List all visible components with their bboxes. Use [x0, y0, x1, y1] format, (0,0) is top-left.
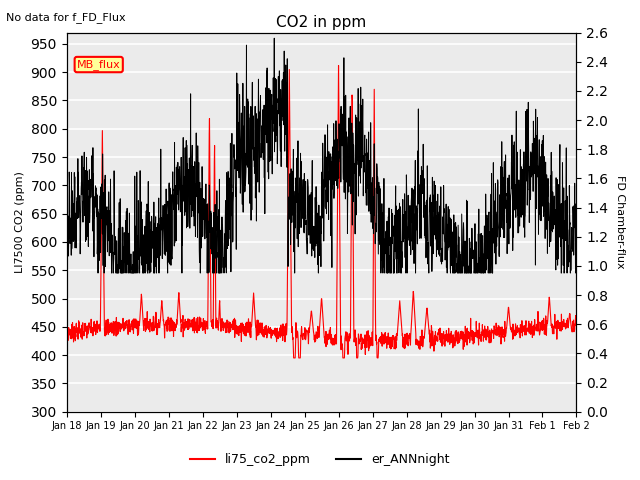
Legend: li75_co2_ppm, er_ANNnight: li75_co2_ppm, er_ANNnight — [186, 448, 454, 471]
Text: No data for f_FD_Flux: No data for f_FD_Flux — [6, 12, 126, 23]
Y-axis label: LI7500 CO2 (ppm): LI7500 CO2 (ppm) — [15, 171, 25, 273]
Title: CO2 in ppm: CO2 in ppm — [276, 15, 367, 30]
Y-axis label: FD Chamber-flux: FD Chamber-flux — [615, 175, 625, 269]
Text: MB_flux: MB_flux — [77, 59, 120, 70]
